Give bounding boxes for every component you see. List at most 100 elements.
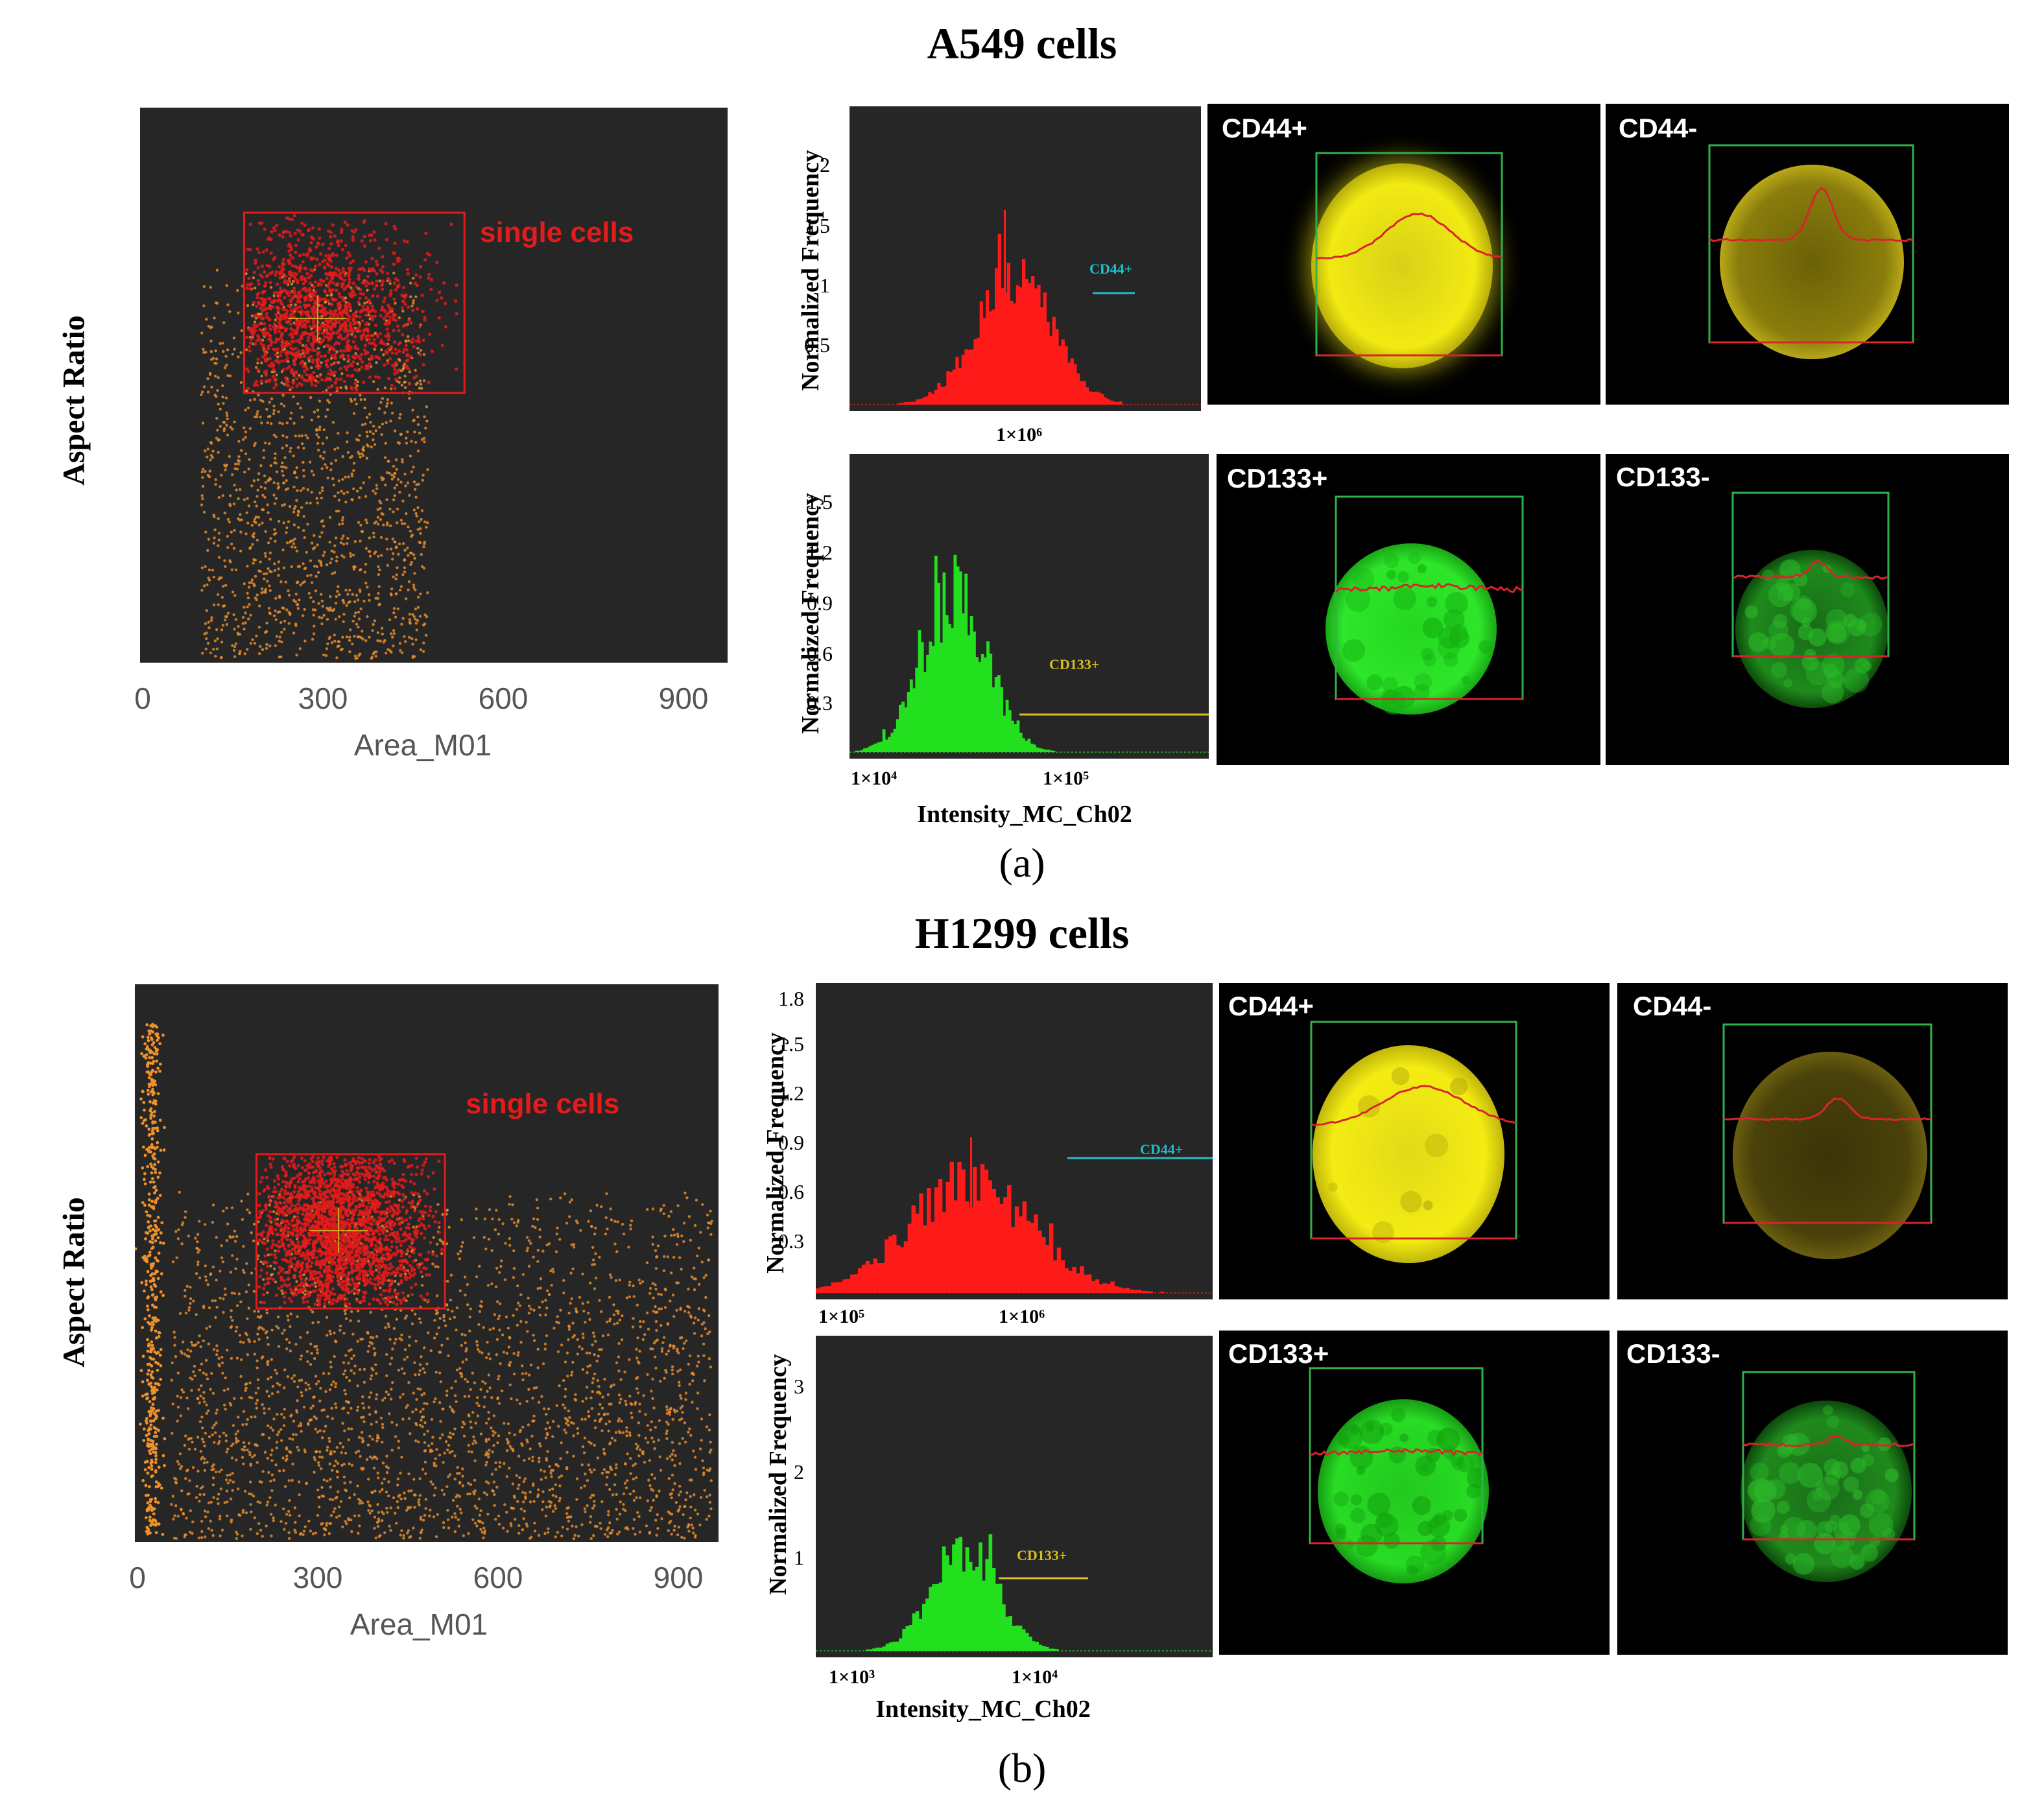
cell-body bbox=[1720, 165, 1904, 359]
hist-a-cd44-svg bbox=[850, 210, 1201, 405]
cell-body bbox=[1313, 1045, 1504, 1263]
hist-b-cd44-ytick-0: 1.8 bbox=[778, 987, 804, 1010]
hist-b-cd133-ytick-1: 2 bbox=[794, 1460, 804, 1484]
hist-a-cd133-ytick-2: 0.9 bbox=[807, 591, 833, 615]
scatter-b-xtick-1: 300 bbox=[292, 1561, 343, 1594]
cell-body bbox=[1311, 163, 1493, 368]
intensity-profile bbox=[1316, 212, 1503, 260]
hist-b-cd44-ytick-5: 0.3 bbox=[778, 1229, 804, 1253]
hist-a-cd44-plot: CD44+ bbox=[850, 106, 1201, 411]
cell-a-cd44-neg-svg bbox=[1708, 144, 1914, 359]
cell-b-cd44-neg-label: CD44- bbox=[1633, 991, 1712, 1021]
cell-b-cd44-pos-svg bbox=[1310, 1021, 1517, 1263]
intensity-profile bbox=[1732, 558, 1889, 580]
hist-b-cd133-ytick-0: 3 bbox=[794, 1375, 804, 1398]
intensity-profile bbox=[1311, 1085, 1517, 1127]
scatter-b-svg bbox=[135, 1023, 713, 1541]
cell-a-cd133-neg-label: CD133- bbox=[1616, 462, 1710, 492]
scatter-a-ylabel: Aspect Ratio bbox=[56, 315, 91, 486]
cell-b-cd44-neg-svg bbox=[1722, 1023, 1932, 1259]
gate-rectangle[interactable] bbox=[243, 211, 466, 394]
hist-a-cd133-xtick-0: 1×10⁴ bbox=[851, 768, 897, 789]
cell-a-cd133-pos-svg bbox=[1325, 495, 1524, 715]
cell-b-cd133-pos-label: CD133+ bbox=[1228, 1338, 1329, 1369]
cell-b-cd44-pos: CD44+ bbox=[1219, 983, 1610, 1299]
panel-b-label: (b) bbox=[997, 1745, 1047, 1791]
cell-a-cd133-neg-svg bbox=[1731, 491, 1890, 708]
hist-a-cd44-ytick-1: 1.5 bbox=[804, 214, 830, 237]
panel-a-title: A549 cells bbox=[927, 19, 1117, 68]
hist-b-cd44-plot: CD44+ bbox=[816, 983, 1213, 1299]
cell-a-cd44-neg: CD44- bbox=[1606, 104, 2009, 405]
scatter-a-xtick-1: 300 bbox=[298, 681, 348, 715]
hist-a-cd133-ytick-4: 0.3 bbox=[807, 691, 833, 715]
hist-b-cd133-marker: CD133+ bbox=[1017, 1547, 1067, 1563]
scatter-b-xlabel: Area_M01 bbox=[350, 1607, 488, 1641]
hist-a-cd133-marker: CD133+ bbox=[1049, 656, 1100, 672]
intensity-profile bbox=[1723, 1097, 1932, 1122]
scatter-a-xtick-2: 600 bbox=[478, 681, 529, 715]
histogram-bars bbox=[816, 1137, 1165, 1293]
histogram-bars bbox=[897, 210, 1123, 405]
cell-a-cd133-pos-label: CD133+ bbox=[1227, 463, 1328, 493]
cell-a-cd44-pos: CD44+ bbox=[1207, 104, 1600, 405]
hist-b-cd133-xlabel: Intensity_MC_Ch02 bbox=[875, 1696, 1091, 1723]
scatter-b-ylabel: Aspect Ratio bbox=[56, 1197, 91, 1367]
hist-b-cd133-svg bbox=[816, 1534, 1213, 1651]
hist-b-cd44-ytick-2: 1.2 bbox=[778, 1082, 804, 1105]
scatter-a-svg bbox=[200, 211, 466, 660]
intensity-profile bbox=[1709, 187, 1914, 243]
hist-b-cd44-ytick-4: 0.6 bbox=[778, 1180, 804, 1203]
panel-a-label: (a) bbox=[999, 840, 1045, 886]
scatter-a-xtick-0: 0 bbox=[134, 681, 151, 715]
intensity-profile bbox=[1310, 1447, 1483, 1456]
cell-b-cd133-pos-svg bbox=[1309, 1367, 1489, 1583]
hist-a-cd133-plot: CD133+ bbox=[850, 454, 1209, 759]
cell-b-cd133-neg: CD133- bbox=[1617, 1331, 2008, 1655]
hist-b-cd44-ytick-3: 0.9 bbox=[778, 1131, 804, 1154]
hist-a-cd44-xtick-0: 1×10⁶ bbox=[996, 424, 1043, 445]
hist-a-cd44-ytick-0: 2 bbox=[820, 153, 830, 176]
hist-a-cd133-svg bbox=[850, 554, 1209, 753]
scatter-a-plot: single cells bbox=[140, 108, 728, 663]
hist-a-cd133-xlabel: Intensity_MC_Ch02 bbox=[917, 801, 1132, 828]
scatter-points bbox=[135, 1023, 713, 1541]
hist-b-cd44-xtick-1: 1×10⁶ bbox=[999, 1306, 1045, 1327]
scatter-b-xtick-0: 0 bbox=[129, 1561, 146, 1594]
gate-rectangle[interactable] bbox=[256, 1153, 446, 1310]
hist-a-cd44-marker: CD44+ bbox=[1089, 261, 1133, 277]
hist-b-cd133-xtick-1: 1×10⁴ bbox=[1012, 1666, 1058, 1688]
histogram-bars bbox=[865, 1534, 1059, 1651]
hist-b-cd133-plot: CD133+ bbox=[816, 1336, 1213, 1657]
hist-b-cd44-ytick-1: 1.5 bbox=[778, 1032, 804, 1056]
scatter-b-plot: single cells bbox=[135, 984, 719, 1542]
panel-b-title: H1299 cells bbox=[914, 908, 1130, 958]
scatter-a-xtick-3: 900 bbox=[658, 681, 709, 715]
scatter-a-xlabel: Area_M01 bbox=[353, 728, 492, 762]
hist-a-cd44-ytick-3: 0.5 bbox=[804, 333, 830, 357]
cell-b-cd44-pos-label: CD44+ bbox=[1228, 991, 1314, 1021]
intensity-profile bbox=[1335, 582, 1523, 593]
cell-body bbox=[1733, 1052, 1927, 1259]
cell-a-cd44-pos-svg bbox=[1306, 152, 1503, 373]
cell-b-cd133-neg-svg bbox=[1741, 1371, 1916, 1582]
cell-b-cd133-neg-label: CD133- bbox=[1626, 1338, 1720, 1369]
scatter-a-gate-label: single cells bbox=[480, 217, 634, 248]
scatter-points bbox=[200, 213, 458, 660]
hist-b-cd133-xtick-0: 1×10³ bbox=[829, 1666, 875, 1688]
hist-b-cd133-ytick-2: 1 bbox=[794, 1546, 804, 1569]
hist-b-cd44-svg bbox=[816, 1137, 1213, 1294]
hist-a-cd133-ytick-0: 1.5 bbox=[807, 490, 833, 514]
scatter-b-xtick-3: 900 bbox=[653, 1561, 704, 1594]
hist-a-cd133-xtick-1: 1×10⁵ bbox=[1043, 768, 1089, 789]
hist-a-cd133-ytick-3: 0.6 bbox=[807, 642, 833, 665]
cell-b-cd133-pos: CD133+ bbox=[1219, 1331, 1610, 1655]
hist-b-cd44-marker: CD44+ bbox=[1140, 1141, 1183, 1157]
histogram-bars bbox=[855, 554, 1056, 752]
hist-a-cd44-ytick-2: 1 bbox=[820, 274, 830, 297]
hist-a-cd133-ytick-1: 1.2 bbox=[807, 541, 833, 564]
scatter-b-gate-label: single cells bbox=[466, 1088, 620, 1120]
hist-b-cd44-xtick-0: 1×10⁵ bbox=[818, 1306, 865, 1327]
cell-a-cd133-pos: CD133+ bbox=[1217, 454, 1600, 765]
cell-a-cd44-neg-label: CD44- bbox=[1619, 113, 1698, 143]
